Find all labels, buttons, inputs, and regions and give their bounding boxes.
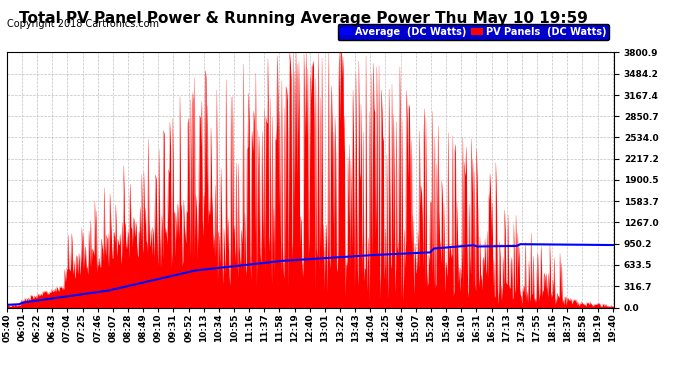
Text: Copyright 2018 Cartronics.com: Copyright 2018 Cartronics.com xyxy=(7,20,159,29)
Legend: Average  (DC Watts), PV Panels  (DC Watts): Average (DC Watts), PV Panels (DC Watts) xyxy=(337,24,609,40)
Text: Total PV Panel Power & Running Average Power Thu May 10 19:59: Total PV Panel Power & Running Average P… xyxy=(19,11,588,26)
